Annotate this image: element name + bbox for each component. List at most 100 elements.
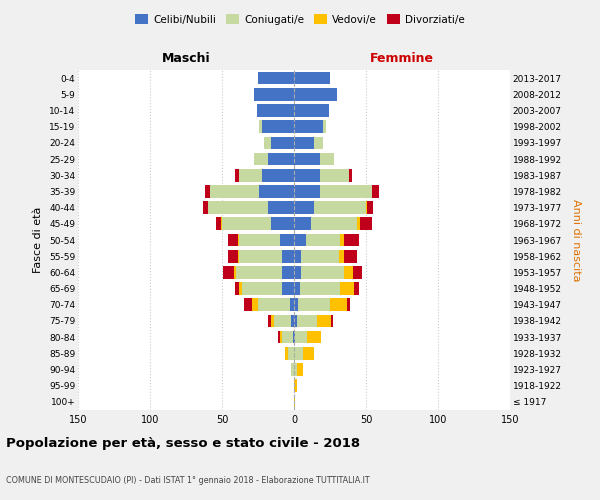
Bar <box>294 266 301 278</box>
Bar <box>239 169 262 181</box>
Y-axis label: Fasce di età: Fasce di età <box>34 207 43 273</box>
Bar <box>205 185 211 198</box>
Bar <box>216 218 221 230</box>
Bar <box>347 298 350 311</box>
Bar <box>258 298 290 311</box>
Bar <box>360 218 372 230</box>
Bar <box>223 266 233 278</box>
Bar <box>236 266 283 278</box>
Bar <box>294 152 320 166</box>
Y-axis label: Anni di nascita: Anni di nascita <box>571 198 581 281</box>
Bar <box>242 282 283 295</box>
Bar <box>297 314 317 328</box>
Bar <box>353 266 362 278</box>
Bar <box>280 331 283 344</box>
Bar <box>314 202 366 214</box>
Bar <box>286 347 288 360</box>
Bar <box>294 218 311 230</box>
Bar <box>314 136 323 149</box>
Bar <box>278 331 280 344</box>
Bar <box>233 266 236 278</box>
Bar <box>295 331 307 344</box>
Bar <box>344 250 358 262</box>
Bar <box>305 234 340 246</box>
Bar <box>257 104 294 117</box>
Bar <box>294 314 297 328</box>
Legend: Celibi/Nubili, Coniugati/e, Vedovi/e, Divorziati/e: Celibi/Nubili, Coniugati/e, Vedovi/e, Di… <box>131 10 469 29</box>
Bar <box>283 266 294 278</box>
Bar <box>228 234 238 246</box>
Bar <box>268 202 294 214</box>
Bar <box>271 314 274 328</box>
Bar <box>358 218 360 230</box>
Bar <box>317 314 331 328</box>
Bar <box>340 234 344 246</box>
Text: Popolazione per età, sesso e stato civile - 2018: Popolazione per età, sesso e stato civil… <box>6 437 360 450</box>
Bar <box>288 347 294 360</box>
Bar <box>349 169 352 181</box>
Bar <box>235 282 239 295</box>
Bar <box>294 363 297 376</box>
Bar <box>262 120 294 133</box>
Bar <box>294 396 295 408</box>
Bar <box>294 347 302 360</box>
Bar <box>254 152 268 166</box>
Bar <box>239 282 242 295</box>
Bar <box>294 104 329 117</box>
Bar <box>301 250 338 262</box>
Bar <box>294 298 298 311</box>
Bar <box>320 152 334 166</box>
Bar <box>262 169 294 181</box>
Bar <box>307 331 322 344</box>
Bar <box>228 250 238 262</box>
Bar <box>301 266 344 278</box>
Bar <box>258 72 294 85</box>
Bar <box>208 202 268 214</box>
Bar <box>235 169 239 181</box>
Bar <box>238 250 239 262</box>
Bar <box>268 314 271 328</box>
Bar <box>311 218 358 230</box>
Bar <box>291 314 294 328</box>
Bar <box>331 314 333 328</box>
Bar <box>294 185 320 198</box>
Bar <box>280 234 294 246</box>
Bar <box>259 120 262 133</box>
Bar <box>323 120 326 133</box>
Bar <box>297 363 302 376</box>
Bar <box>294 234 305 246</box>
Bar <box>271 218 294 230</box>
Bar <box>271 136 294 149</box>
Bar <box>283 250 294 262</box>
Bar <box>238 234 239 246</box>
Bar <box>244 298 252 311</box>
Bar <box>298 298 330 311</box>
Bar <box>372 185 379 198</box>
Bar <box>340 282 355 295</box>
Bar <box>221 218 222 230</box>
Bar <box>239 234 280 246</box>
Bar <box>366 202 367 214</box>
Bar <box>283 282 294 295</box>
Bar <box>294 120 323 133</box>
Bar <box>203 202 208 214</box>
Bar <box>274 314 291 328</box>
Bar <box>222 218 271 230</box>
Bar <box>302 347 314 360</box>
Text: Femmine: Femmine <box>370 52 434 65</box>
Bar <box>290 298 294 311</box>
Bar <box>294 282 300 295</box>
Bar <box>344 266 353 278</box>
Bar <box>268 152 294 166</box>
Bar <box>259 185 294 198</box>
Bar <box>330 298 347 311</box>
Bar <box>294 72 330 85</box>
Bar <box>283 331 293 344</box>
Bar <box>300 282 340 295</box>
Bar <box>294 169 320 181</box>
Bar <box>294 250 301 262</box>
Bar <box>338 250 344 262</box>
Text: COMUNE DI MONTESCUDAIO (PI) - Dati ISTAT 1° gennaio 2018 - Elaborazione TUTTITAL: COMUNE DI MONTESCUDAIO (PI) - Dati ISTAT… <box>6 476 370 485</box>
Bar <box>367 202 373 214</box>
Bar <box>294 331 295 344</box>
